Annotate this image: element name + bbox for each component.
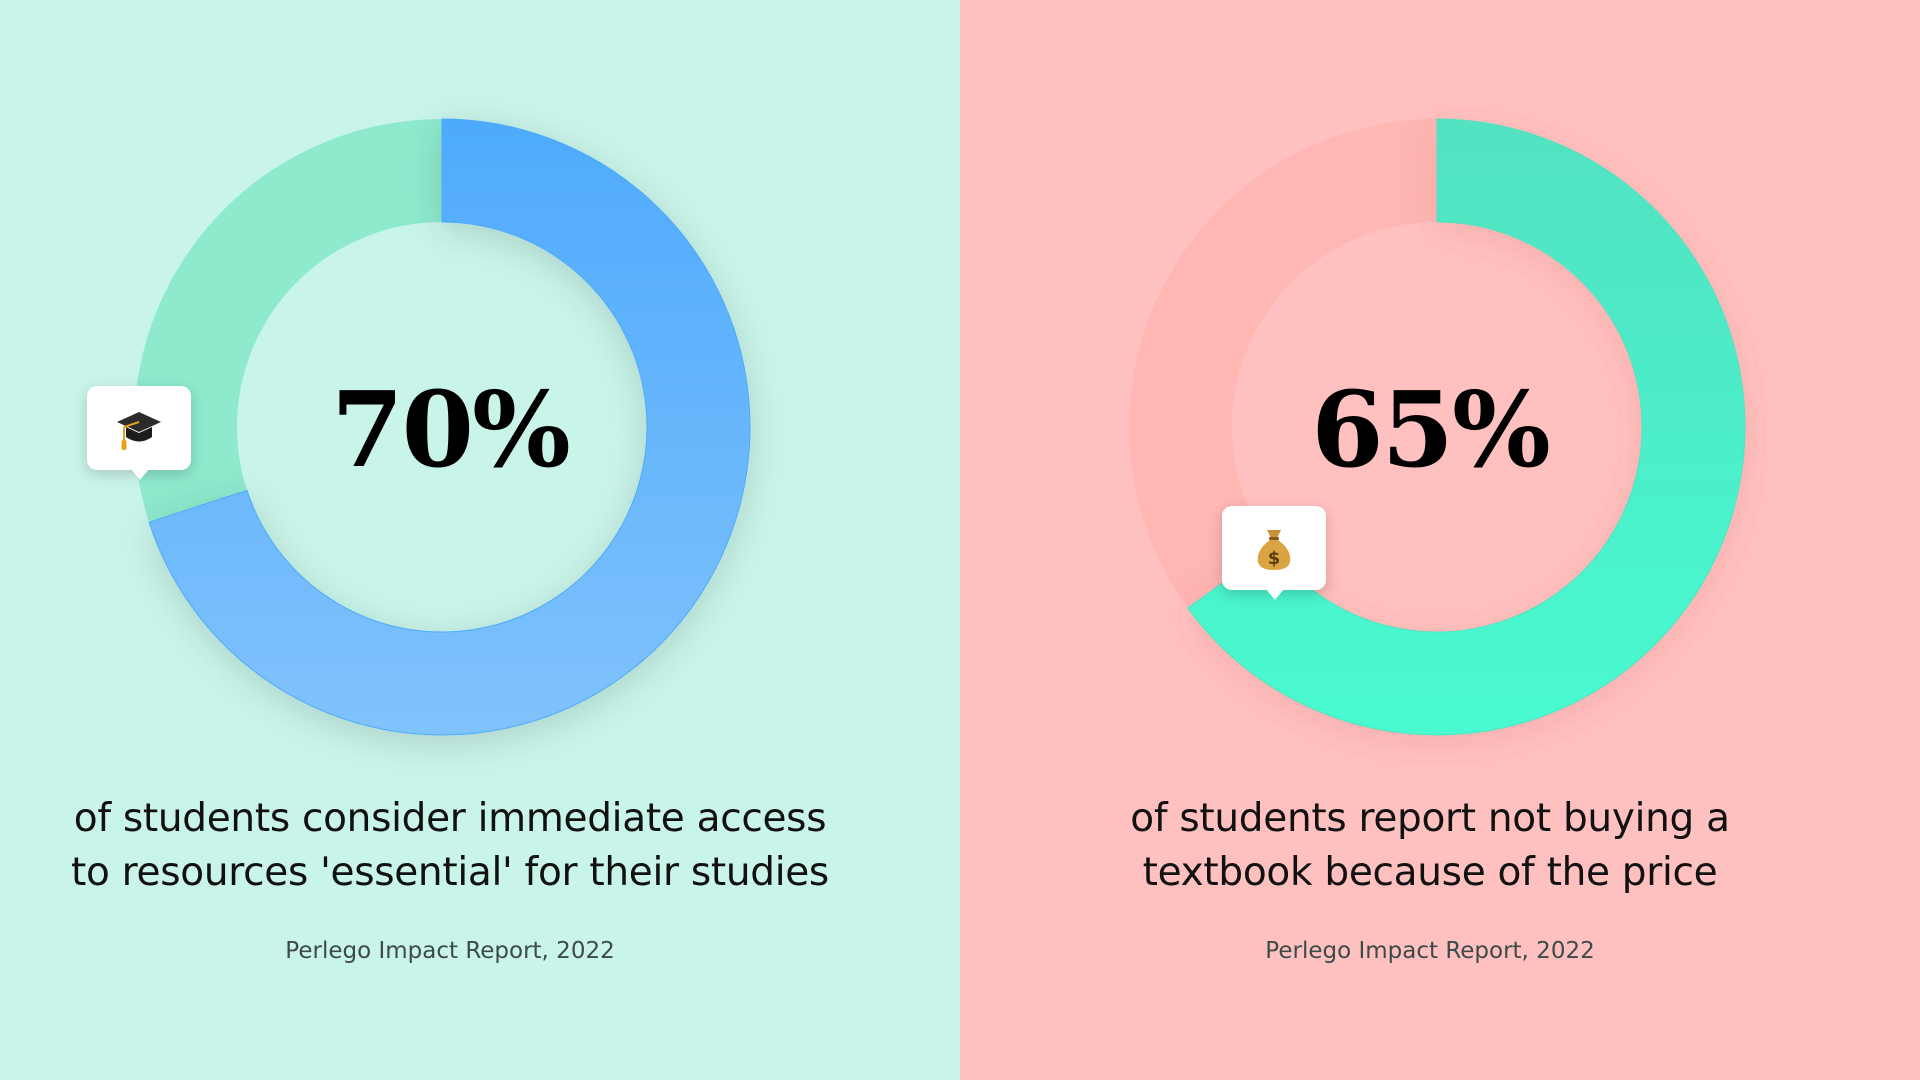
percent-value: 65%	[1311, 368, 1551, 491]
stat-caption: of students report not buying a textbook…	[980, 792, 1880, 900]
icon-badge: $	[1222, 506, 1326, 600]
icon-badge	[87, 386, 191, 480]
source-citation: Perlego Impact Report, 2022	[1265, 938, 1595, 964]
money-bag-icon: $	[1257, 530, 1291, 570]
donut-value-arc	[148, 118, 751, 736]
graduation-cap-icon	[117, 412, 161, 450]
percent-value: 70%	[331, 368, 571, 491]
caption-line: of students report not buying a	[1130, 796, 1730, 841]
donut-value-arc	[1187, 118, 1746, 736]
caption-line: to resources 'essential' for their studi…	[71, 850, 829, 895]
caption-line: of students consider immediate access	[73, 796, 827, 841]
donut-chart-left	[134, 118, 751, 736]
donut-chart-right	[1129, 118, 1746, 736]
stat-panel-right: 65% $ of students report not buying a te…	[960, 0, 1920, 1080]
source-citation: Perlego Impact Report, 2022	[285, 938, 615, 964]
svg-text:$: $	[1268, 548, 1281, 569]
stat-caption: of students consider immediate access to…	[0, 792, 900, 900]
caption-line: textbook because of the price	[1142, 850, 1718, 895]
stat-panel-left: 70% of students consider immediate acces…	[0, 0, 960, 1080]
